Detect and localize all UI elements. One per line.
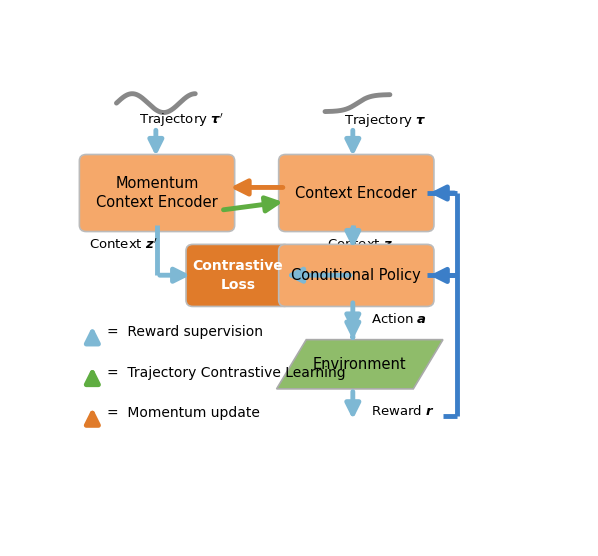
Text: =  Reward supervision: = Reward supervision <box>107 325 263 339</box>
Text: Momentum
Context Encoder: Momentum Context Encoder <box>96 176 218 210</box>
Text: Trajectory $\boldsymbol{\tau}'$: Trajectory $\boldsymbol{\tau}'$ <box>139 112 224 129</box>
Text: =  Trajectory Contrastive Learning: = Trajectory Contrastive Learning <box>107 366 346 380</box>
FancyBboxPatch shape <box>80 155 234 231</box>
Polygon shape <box>277 340 443 389</box>
Text: Contrastive
Loss: Contrastive Loss <box>193 259 283 292</box>
FancyBboxPatch shape <box>186 245 290 306</box>
FancyBboxPatch shape <box>279 155 434 231</box>
Text: Context $\boldsymbol{z}$: Context $\boldsymbol{z}$ <box>327 238 393 251</box>
Text: =  Momentum update: = Momentum update <box>107 406 260 420</box>
Text: Context Encoder: Context Encoder <box>295 186 417 201</box>
Text: Action $\boldsymbol{a}$: Action $\boldsymbol{a}$ <box>371 312 428 326</box>
Text: Environment: Environment <box>313 357 407 372</box>
Text: Context $\boldsymbol{z}'$: Context $\boldsymbol{z}'$ <box>89 237 158 252</box>
Text: Reward $\boldsymbol{r}$: Reward $\boldsymbol{r}$ <box>371 404 435 418</box>
Text: Conditional Policy: Conditional Policy <box>291 268 421 283</box>
Text: Trajectory $\boldsymbol{\tau}$: Trajectory $\boldsymbol{\tau}$ <box>344 112 426 129</box>
FancyBboxPatch shape <box>279 245 434 306</box>
